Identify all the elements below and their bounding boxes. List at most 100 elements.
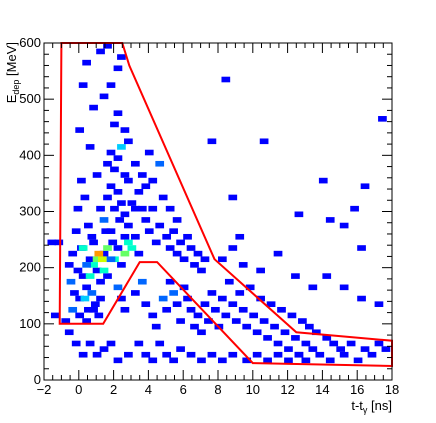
heatmap-bin — [64, 329, 74, 336]
heatmap-bin — [97, 256, 107, 263]
x-tick-label: 2 — [110, 382, 117, 397]
heatmap-bin — [66, 278, 76, 285]
heatmap-bin — [325, 357, 335, 364]
heatmap-bin — [80, 295, 90, 302]
heatmap-bin — [235, 233, 245, 240]
y-axis-label-main: E — [4, 94, 19, 103]
heatmap-bin — [172, 217, 182, 223]
heatmap-bin — [190, 323, 199, 330]
heatmap-bin — [89, 239, 98, 246]
heatmap-bin — [80, 194, 90, 201]
heatmap-bin — [50, 312, 60, 319]
heatmap-bin — [103, 160, 112, 167]
heatmap-bin — [70, 290, 79, 296]
heatmap-bin — [273, 250, 283, 257]
heatmap-bin — [124, 177, 133, 184]
heatmap-bin — [47, 239, 57, 246]
y-tick-label: 600 — [19, 35, 41, 50]
heatmap-bin — [291, 273, 300, 279]
heatmap-bin — [197, 267, 206, 274]
heatmap-bin — [287, 312, 297, 319]
heatmap-bin — [357, 245, 366, 251]
heatmap-bin — [101, 228, 111, 234]
heatmap-bin — [238, 306, 248, 313]
heatmap-bin — [124, 351, 133, 358]
heatmap-bin — [329, 340, 339, 347]
heatmap-bin — [84, 222, 93, 229]
heatmap-bin — [263, 357, 272, 364]
y-tick-label: 400 — [19, 147, 41, 162]
heatmap-bin — [249, 312, 259, 319]
heatmap-bin — [141, 217, 151, 223]
heatmap-bin — [99, 346, 109, 352]
heatmap-bin — [99, 250, 109, 257]
y-tick-label: 300 — [19, 204, 41, 219]
heatmap-bin — [360, 183, 370, 190]
heatmap-bin — [200, 256, 210, 263]
heatmap-bin — [106, 340, 116, 347]
heatmap-bin — [82, 262, 91, 268]
heatmap-bin — [106, 228, 116, 234]
heatmap-bin — [87, 290, 97, 296]
heatmap-bin — [77, 177, 86, 184]
heatmap-bin — [96, 205, 105, 212]
heatmap-bin — [308, 284, 318, 291]
heatmap-bin — [228, 301, 238, 307]
heatmap-bin — [87, 233, 97, 240]
heatmap-bin — [308, 346, 318, 352]
heatmap-bin — [158, 194, 168, 201]
heatmap-bin — [131, 290, 140, 296]
heatmap-bin — [259, 138, 269, 145]
heatmap-bin — [82, 318, 91, 324]
heatmap-bin — [218, 256, 227, 263]
heatmap-bin — [131, 233, 140, 240]
x-tick-label: 14 — [315, 382, 329, 397]
x-tick-label: 8 — [214, 382, 221, 397]
heatmap-bin — [231, 318, 241, 324]
heatmap-bin — [127, 245, 137, 251]
heatmap-bin — [339, 222, 349, 229]
heatmap-bin — [218, 357, 227, 364]
heatmap-bin — [92, 351, 102, 358]
heatmap-bin — [68, 250, 78, 257]
heatmap-bin — [117, 200, 126, 206]
heatmap-bin — [117, 262, 126, 268]
y-axis-label: Edep [MeV] — [4, 42, 21, 103]
x-axis-label-main: t-t — [351, 398, 363, 413]
heatmap-bin — [124, 138, 133, 145]
heatmap-bin — [197, 329, 206, 336]
axis-ticks — [43, 42, 393, 381]
heatmap-bin — [162, 233, 172, 240]
heatmap-bin — [280, 329, 290, 336]
heatmap-bin — [113, 245, 123, 251]
heatmap-bin — [117, 295, 126, 302]
heatmap-bin — [301, 340, 311, 347]
heatmap-bin — [110, 166, 119, 173]
heatmap-bin — [82, 284, 91, 291]
heatmap-bin — [176, 239, 185, 246]
heatmap-bin — [96, 278, 105, 285]
heatmap-bin — [113, 155, 123, 161]
heatmap-bin — [103, 273, 112, 279]
heatmap-bin — [92, 267, 102, 274]
heatmap-bin — [242, 323, 252, 330]
heatmap-bin — [94, 312, 104, 319]
heatmap-bin — [256, 267, 265, 274]
heatmap-bin — [294, 211, 304, 218]
heatmap-bin — [106, 82, 116, 88]
heatmap-bin — [186, 306, 196, 313]
heatmap-bin — [78, 245, 88, 251]
heatmap-bin — [120, 127, 130, 133]
heatmap-bin — [151, 323, 161, 330]
heatmap-bin — [221, 312, 231, 319]
heatmap-bin — [155, 160, 165, 167]
heatmap-bin — [120, 172, 130, 178]
x-tick-label: 12 — [280, 382, 294, 397]
x-tick-label: 16 — [350, 382, 364, 397]
heatmap-bin — [115, 217, 125, 223]
heatmap-bin — [183, 295, 192, 302]
heatmap-bin — [71, 228, 81, 234]
heatmap-bin — [165, 278, 175, 285]
heatmap-bin — [117, 54, 126, 60]
heatmap-bin — [89, 262, 98, 268]
